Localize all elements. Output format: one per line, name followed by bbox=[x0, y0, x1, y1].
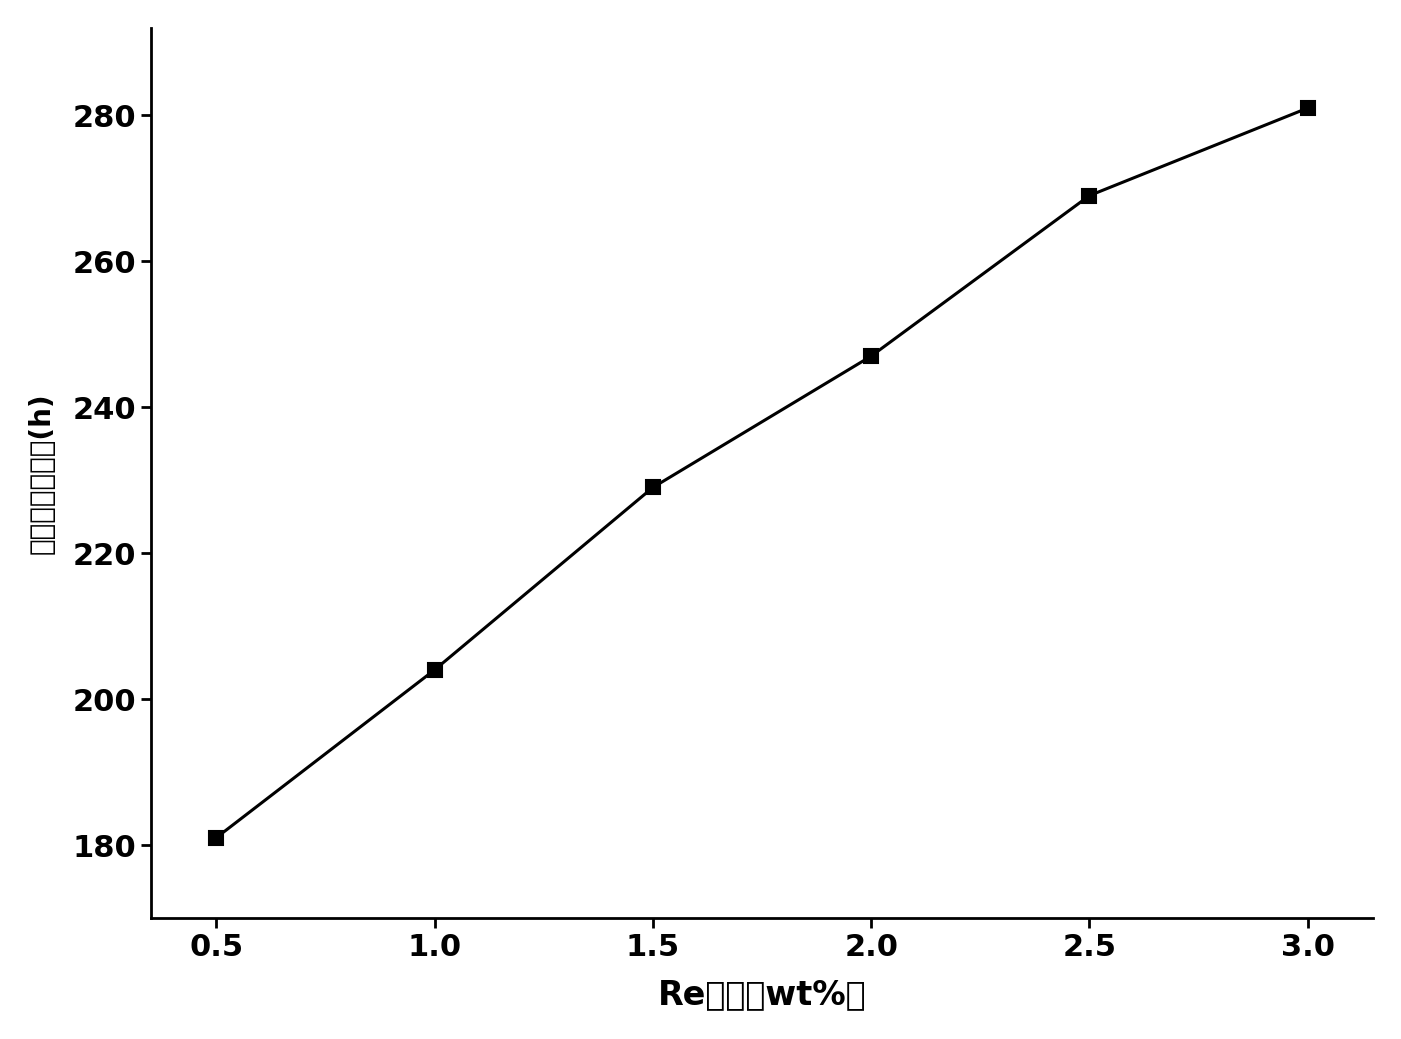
Y-axis label: 高温持久寿命／(h): 高温持久寿命／(h) bbox=[28, 392, 56, 554]
X-axis label: Re含量（wt%）: Re含量（wt%） bbox=[657, 979, 866, 1011]
